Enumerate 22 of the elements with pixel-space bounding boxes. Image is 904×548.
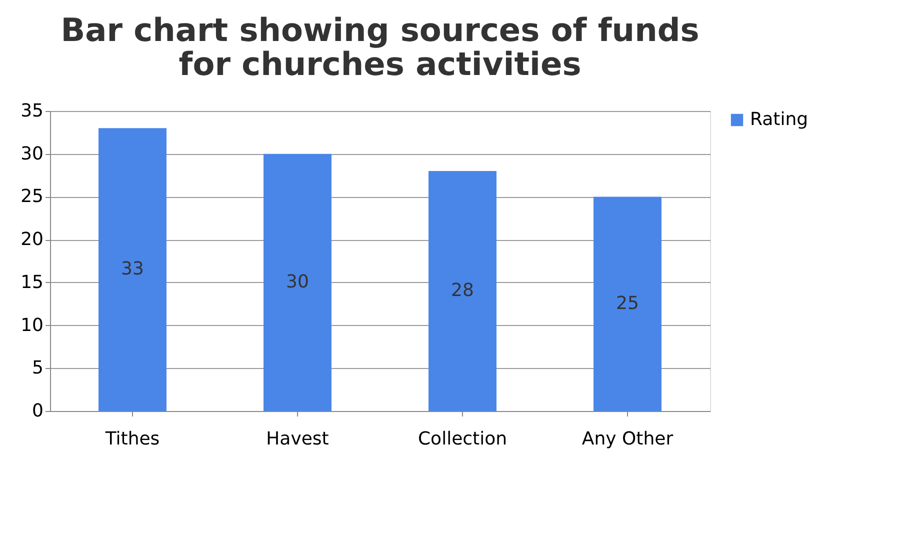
x-tick-label: Any Other	[582, 428, 674, 450]
data-label: 30	[286, 271, 309, 292]
x-tick-label: Tithes	[104, 428, 160, 450]
y-tick-label: 10	[20, 314, 44, 336]
x-tick-label: Havest	[266, 428, 329, 450]
data-label: 25	[616, 292, 639, 314]
y-tick-label: 5	[32, 358, 44, 379]
y-tick-label: 25	[20, 186, 44, 208]
chart-title: Bar chart showing sources of funds for churches activities	[60, 11, 700, 83]
legend-label: Rating	[750, 109, 808, 130]
data-label: 28	[451, 280, 474, 301]
x-tick-label: Collection	[418, 428, 508, 450]
data-label: 33	[121, 258, 144, 280]
y-tick-label: 35	[20, 100, 44, 122]
bar	[428, 171, 496, 411]
bar	[264, 154, 332, 411]
y-tick-label: 30	[20, 143, 44, 164]
bar	[594, 196, 662, 411]
y-tick-label: 0	[32, 400, 44, 422]
y-tick-label: 20	[20, 229, 44, 250]
y-tick-label: 15	[20, 272, 44, 293]
bar	[98, 128, 166, 411]
